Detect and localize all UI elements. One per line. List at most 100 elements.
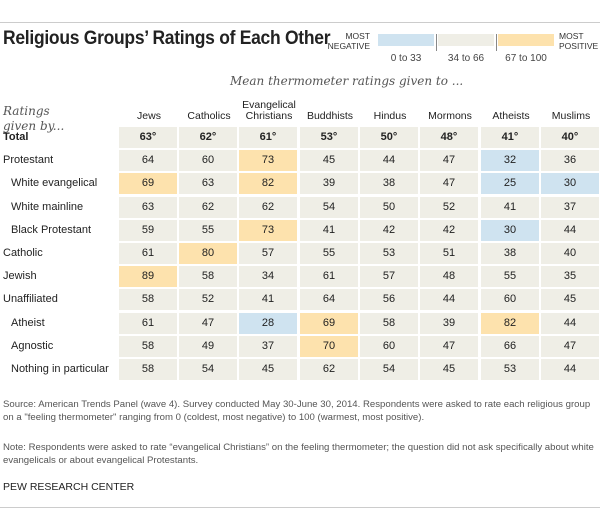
table-cell: 42 xyxy=(360,219,418,241)
table-cell: 47 xyxy=(420,173,478,195)
table-cell: 42 xyxy=(420,219,478,241)
table-cell: 30 xyxy=(541,173,599,195)
table-cell: 60 xyxy=(179,150,237,172)
legend-swatch-negative xyxy=(378,34,434,46)
column-header: Mormons xyxy=(428,110,472,122)
table-cell: 63° xyxy=(119,127,177,148)
row-label: Black Protestant xyxy=(11,223,92,236)
table-cell: 38 xyxy=(360,173,418,195)
bottom-rule xyxy=(0,507,600,508)
table-cell: 66 xyxy=(481,335,539,357)
table-cell: 41° xyxy=(481,127,539,148)
table-cell: 35 xyxy=(541,266,599,288)
table-cell: 49 xyxy=(179,335,237,357)
table-cell: 58 xyxy=(360,312,418,334)
table-cell: 50 xyxy=(360,196,418,218)
table-cell: 55 xyxy=(179,219,237,241)
table-cell: 37 xyxy=(541,196,599,218)
table-cell: 54 xyxy=(360,359,418,380)
table-cell: 48° xyxy=(420,127,478,148)
legend-label-positive: 67 to 100 xyxy=(505,53,547,64)
column-header: Muslims xyxy=(551,110,591,122)
table-cell: 45 xyxy=(541,289,599,311)
source-note: Source: American Trends Panel (wave 4). … xyxy=(3,399,591,423)
table-cell: 28 xyxy=(239,312,297,334)
table-cell: 59 xyxy=(119,219,177,241)
table-cell: 44 xyxy=(420,289,478,311)
row-header-line2: given by... xyxy=(3,119,65,133)
table-cell: 64 xyxy=(119,150,177,172)
table-cell: 51 xyxy=(420,243,478,264)
table-cell: 63 xyxy=(179,173,237,195)
table-cell: 60 xyxy=(360,335,418,357)
legend-most-negative: MOST NEGATIVE xyxy=(320,31,370,51)
table-cell: 47 xyxy=(541,335,599,357)
table-cell: 47 xyxy=(420,150,478,172)
legend-most-negative-line1: MOST xyxy=(345,31,370,41)
row-label: Catholic xyxy=(3,247,43,259)
table-cell: 62 xyxy=(179,196,237,218)
table-cell: 63 xyxy=(119,196,177,218)
row-label: Total xyxy=(3,131,29,143)
table-cell: 44 xyxy=(360,150,418,172)
table-cell: 50° xyxy=(360,127,418,148)
table-cell: 25 xyxy=(481,173,539,195)
column-header-line: Evangelical xyxy=(242,99,296,111)
table-cell: 82 xyxy=(481,312,539,334)
table-cell: 47 xyxy=(420,335,478,357)
table-cell: 61° xyxy=(239,127,297,148)
table-cell: 69 xyxy=(300,312,358,334)
table-cell: 58 xyxy=(119,289,177,311)
legend-most-positive: MOST POSITIVE xyxy=(559,31,598,51)
table-cell: 45 xyxy=(300,150,358,172)
table-cell: 60 xyxy=(481,289,539,311)
table-cell: 41 xyxy=(481,196,539,218)
table-cell: 58 xyxy=(119,359,177,380)
column-header: Buddhists xyxy=(306,110,354,122)
table-cell: 41 xyxy=(239,289,297,311)
footnote: Note: Respondents were asked to rate “ev… xyxy=(3,442,594,466)
table-cell: 41 xyxy=(300,219,358,241)
table-cell: 34 xyxy=(239,266,297,288)
legend-swatch-neutral xyxy=(438,34,494,46)
organization-credit: PEW RESEARCH CENTER xyxy=(3,481,135,493)
column-header: Jews xyxy=(137,110,161,122)
row-label: White evangelical xyxy=(11,177,98,190)
legend-label-neutral: 34 to 66 xyxy=(447,53,485,64)
table-cell: 45 xyxy=(420,359,478,380)
table-cell: 40° xyxy=(541,127,599,148)
table-cell: 73 xyxy=(239,219,297,241)
table-cell: 54 xyxy=(300,196,358,218)
table-cell: 69 xyxy=(119,173,177,195)
table-cell: 39 xyxy=(300,173,358,195)
table-cell: 57 xyxy=(239,243,297,264)
table-cell: 70 xyxy=(300,335,358,357)
table-cell: 54 xyxy=(179,359,237,380)
column-header: Atheists xyxy=(492,110,530,122)
table-cell: 62 xyxy=(239,196,297,218)
column-header: Hindus xyxy=(373,110,407,122)
table-cell: 45 xyxy=(239,359,297,380)
table-cell: 44 xyxy=(541,359,599,380)
table-cell: 89 xyxy=(119,266,177,288)
table-cell: 53 xyxy=(481,359,539,380)
column-header-line: Christians xyxy=(245,110,293,122)
table-cell: 58 xyxy=(179,266,237,288)
table-cell: 53° xyxy=(300,127,358,148)
column-header: Evangelical Christians xyxy=(239,100,299,122)
table-cell: 53 xyxy=(360,243,418,264)
legend-most-positive-line1: MOST xyxy=(559,31,584,41)
table-cell: 44 xyxy=(541,219,599,241)
table-cell: 58 xyxy=(119,335,177,357)
table-cell: 30 xyxy=(481,219,539,241)
table-cell: 55 xyxy=(300,243,358,264)
table-cell: 40 xyxy=(541,243,599,264)
legend-divider xyxy=(436,34,437,51)
table-cell: 55 xyxy=(481,266,539,288)
table-cell: 44 xyxy=(541,312,599,334)
row-label: Protestant xyxy=(3,154,54,167)
row-header-line1: Ratings xyxy=(3,104,50,118)
table-cell: 82 xyxy=(239,173,297,195)
table-cell: 32 xyxy=(481,150,539,172)
table-cell: 61 xyxy=(300,266,358,288)
